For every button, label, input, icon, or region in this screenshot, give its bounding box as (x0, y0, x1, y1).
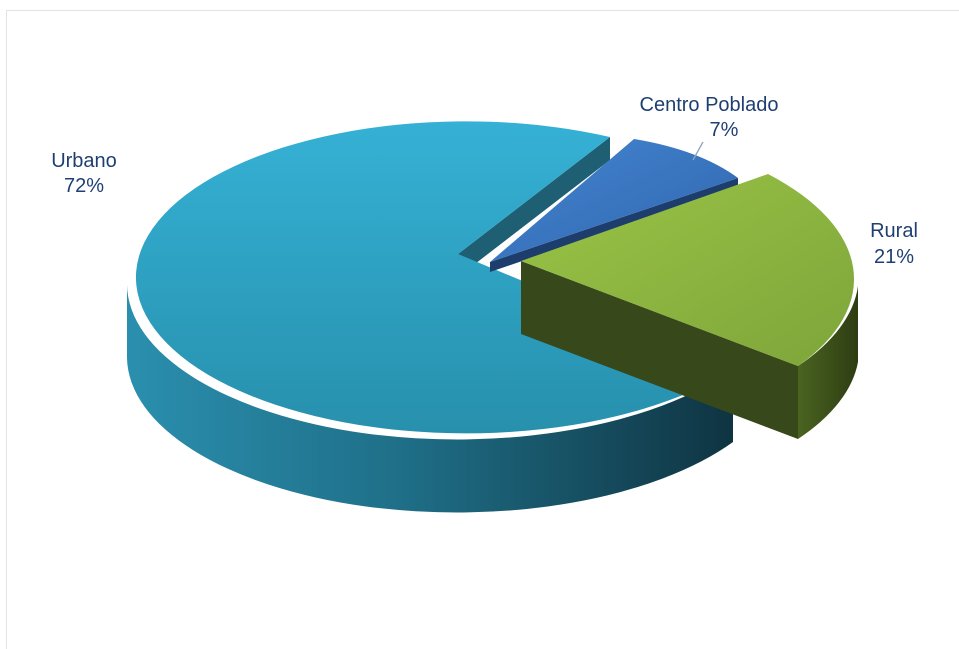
slice-centro-poblado-side (490, 178, 738, 272)
label-rural-value: 21% (874, 246, 914, 268)
slice-rural-inner-wall (521, 261, 798, 439)
slice-urbano-side (127, 285, 733, 513)
slice-centro-poblado[interactable] (490, 139, 738, 272)
slice-rural-top (521, 174, 855, 366)
slice-urbano-wall (458, 137, 610, 277)
slice-rural-side (798, 286, 858, 439)
label-centro-poblado-value: 7% (710, 119, 739, 141)
centro-poblado-leader-line (692, 141, 704, 161)
label-urbano-name: Urbano (51, 150, 117, 172)
label-centro-poblado-name: Centro Poblado (640, 94, 779, 116)
slice-centro-poblado-top (490, 139, 738, 262)
label-urbano-value: 72% (64, 175, 104, 197)
label-rural-name: Rural (870, 220, 918, 242)
slice-rural[interactable] (521, 174, 858, 439)
